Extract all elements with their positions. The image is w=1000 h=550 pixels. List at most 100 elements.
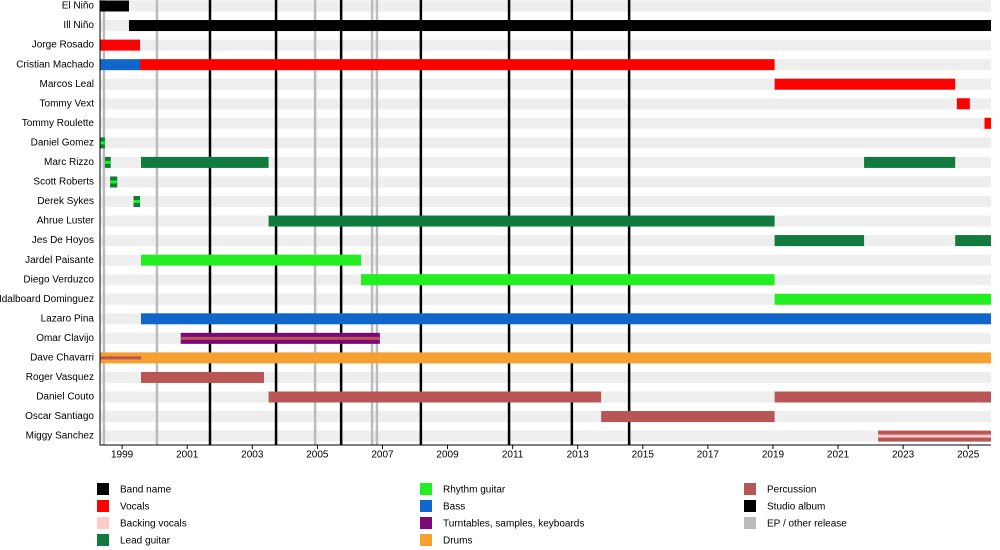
- member-bar: [140, 59, 775, 71]
- x-tick-label: 2003: [241, 450, 264, 461]
- legend-label: Rhythm guitar: [443, 485, 506, 496]
- member-bar: [100, 356, 142, 360]
- x-tick-label: 2009: [436, 450, 459, 461]
- x-tick-label: 2015: [632, 450, 655, 461]
- row-label: Tommy Vext: [40, 98, 95, 109]
- member-bar: [774, 235, 865, 247]
- row-label: Tommy Roulette: [22, 118, 95, 129]
- member-bar: [774, 391, 991, 403]
- legend-label: Drums: [443, 536, 472, 547]
- row-band: [100, 78, 991, 90]
- row-label: El Niño: [62, 1, 95, 12]
- legend-swatch: [97, 534, 109, 546]
- row-label: Derek Sykes: [37, 196, 94, 207]
- row-band: [100, 98, 991, 110]
- row-label: Dave Chavarri: [30, 353, 94, 364]
- row-label: Omar Clavijo: [36, 333, 94, 344]
- member-bar: [141, 352, 991, 364]
- member-bar: [141, 254, 361, 266]
- legend-swatch: [744, 500, 756, 512]
- row-label: Daniel Couto: [36, 392, 94, 403]
- row-label: Ahrue Luster: [37, 216, 95, 227]
- member-bar: [864, 156, 956, 168]
- x-tick-label: 2017: [697, 450, 720, 461]
- member-bar: [878, 434, 991, 438]
- row-band: [100, 411, 991, 423]
- legend-swatch: [420, 517, 432, 529]
- member-bar: [100, 39, 141, 51]
- x-tick-label: 2005: [306, 450, 329, 461]
- legend-swatch: [420, 483, 432, 495]
- x-tick-label: 2001: [176, 450, 199, 461]
- x-tick-label: 2023: [892, 450, 915, 461]
- x-tick-label: 2011: [502, 450, 524, 461]
- member-bar: [955, 235, 991, 247]
- row-label: Jardel Paisante: [25, 255, 94, 266]
- row-label: Daniel Gomez: [31, 137, 94, 148]
- member-bar: [956, 98, 970, 110]
- row-band: [100, 176, 991, 188]
- row-label: Oscar Santiago: [25, 411, 94, 422]
- row-label: Lazaro Pina: [41, 313, 95, 324]
- legend-swatch: [744, 483, 756, 495]
- legend-label: Bass: [443, 502, 465, 513]
- row-band: [100, 254, 991, 266]
- row-label: Ill Niño: [63, 20, 94, 31]
- member-bar: [601, 411, 775, 423]
- member-bar: [133, 200, 141, 203]
- legend-swatch: [97, 483, 109, 495]
- legend-swatch: [744, 517, 756, 529]
- row-label: Roger Vasquez: [26, 372, 94, 383]
- member-bar: [128, 20, 991, 32]
- legend-label: Vocals: [120, 502, 149, 513]
- legend-label: Backing vocals: [120, 519, 187, 530]
- row-band: [100, 371, 991, 383]
- member-bar: [141, 371, 265, 383]
- legend-label: Band name: [120, 485, 172, 496]
- row-band: [100, 293, 991, 305]
- legend-label: Turntables, samples, keyboards: [443, 519, 584, 530]
- row-band: [100, 156, 991, 168]
- x-tick-label: 2007: [371, 450, 394, 461]
- x-tick-label: 1999: [111, 450, 134, 461]
- row-label: Marcos Leal: [40, 79, 94, 90]
- x-tick-label: 2019: [762, 450, 785, 461]
- row-label: Diego Verduzco: [23, 274, 94, 285]
- member-bar: [268, 215, 775, 227]
- member-bar: [141, 313, 991, 325]
- member-bar: [360, 274, 775, 286]
- legend-label: Studio album: [767, 502, 825, 513]
- x-tick-label: 2013: [567, 450, 590, 461]
- legend-swatch: [97, 500, 109, 512]
- legend-label: EP / other release: [767, 519, 847, 530]
- row-band: [100, 196, 991, 207]
- member-bar: [104, 160, 111, 164]
- member-bar: [100, 0, 129, 12]
- x-tick-label: 2021: [827, 450, 850, 461]
- legend-swatch: [420, 534, 432, 546]
- member-bar: [100, 59, 141, 71]
- row-label: Miggy Sanchez: [26, 431, 94, 442]
- row-band: [100, 39, 991, 51]
- row-band: [100, 117, 991, 129]
- row-band: [100, 235, 991, 247]
- row-band: [100, 0, 991, 12]
- member-bar: [180, 336, 380, 340]
- member-bar: [774, 78, 956, 90]
- member-bar: [774, 293, 991, 305]
- legend-swatch: [97, 517, 109, 529]
- legend-label: Percussion: [767, 485, 816, 496]
- legend-swatch: [420, 500, 432, 512]
- member-bar: [141, 156, 269, 168]
- row-band: [100, 137, 991, 149]
- member-bar: [110, 180, 118, 184]
- row-label: Jorge Rosado: [32, 40, 95, 51]
- row-label: Marc Rizzo: [44, 157, 94, 168]
- legend-label: Lead guitar: [120, 536, 171, 547]
- member-bar: [268, 391, 602, 403]
- x-tick-label: 2025: [957, 450, 980, 461]
- row-label: Cristian Machado: [16, 59, 94, 70]
- row-label: Idalboard Dominguez: [0, 294, 94, 305]
- member-bar: [984, 117, 991, 129]
